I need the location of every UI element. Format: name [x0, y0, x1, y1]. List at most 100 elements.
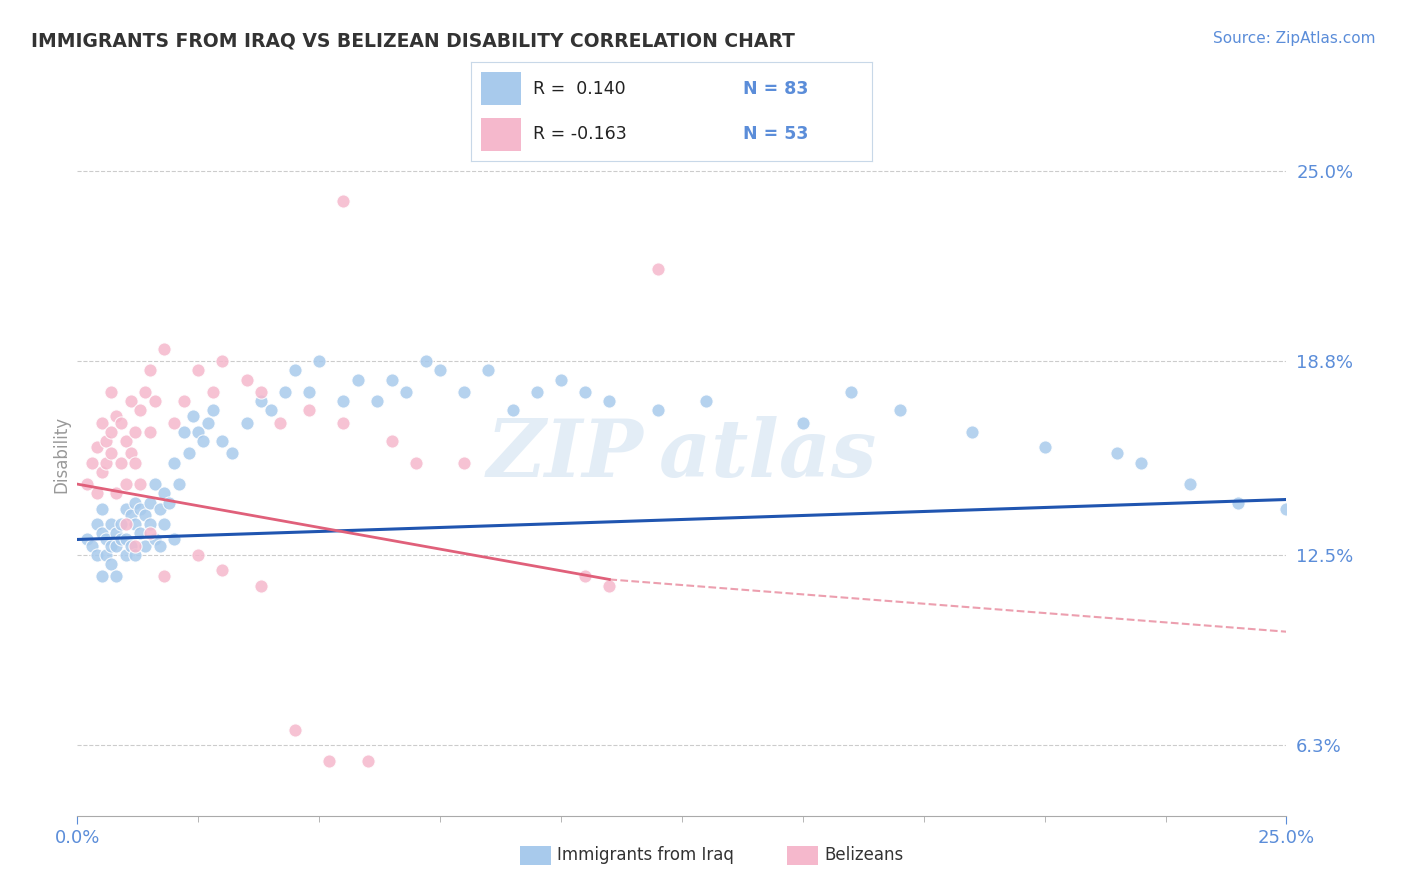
Point	[96, 533, 118, 547]
Point	[148, 539, 170, 553]
Point	[453, 384, 475, 399]
Point	[105, 569, 128, 583]
FancyBboxPatch shape	[481, 119, 522, 151]
Point	[250, 578, 273, 592]
Point	[1227, 495, 1250, 509]
Point	[269, 416, 291, 430]
Point	[191, 434, 214, 448]
Point	[143, 477, 166, 491]
Point	[274, 384, 297, 399]
Point	[139, 495, 162, 509]
Point	[114, 477, 136, 491]
Text: Immigrants from Iraq: Immigrants from Iraq	[557, 847, 734, 864]
Point	[332, 394, 354, 409]
Point	[163, 416, 186, 430]
Point	[100, 517, 122, 532]
Point	[250, 384, 273, 399]
Point	[114, 501, 136, 516]
Point	[1130, 456, 1153, 470]
Point	[153, 342, 176, 356]
Point	[298, 403, 321, 417]
Point	[889, 403, 911, 417]
Point	[173, 425, 195, 439]
Point	[298, 384, 321, 399]
Point	[86, 486, 108, 500]
Point	[80, 456, 103, 470]
Point	[173, 394, 195, 409]
Point	[129, 526, 152, 541]
Point	[235, 373, 257, 387]
Point	[148, 501, 170, 516]
Point	[429, 363, 451, 377]
Point	[90, 416, 112, 430]
Point	[1107, 446, 1129, 460]
Point	[114, 517, 136, 532]
Point	[100, 384, 122, 399]
Point	[284, 363, 307, 377]
Point	[598, 394, 620, 409]
Text: IMMIGRANTS FROM IRAQ VS BELIZEAN DISABILITY CORRELATION CHART: IMMIGRANTS FROM IRAQ VS BELIZEAN DISABIL…	[31, 31, 794, 50]
Point	[129, 403, 152, 417]
Point	[318, 754, 340, 768]
Point	[114, 434, 136, 448]
Point	[76, 533, 98, 547]
Point	[167, 477, 190, 491]
FancyBboxPatch shape	[481, 72, 522, 104]
Point	[90, 569, 112, 583]
Point	[105, 486, 128, 500]
Point	[134, 384, 156, 399]
Point	[502, 403, 524, 417]
Point	[86, 517, 108, 532]
Point	[143, 533, 166, 547]
Point	[120, 508, 142, 522]
Point	[1275, 501, 1298, 516]
Point	[366, 394, 388, 409]
Point	[124, 517, 146, 532]
Text: Source: ZipAtlas.com: Source: ZipAtlas.com	[1212, 31, 1375, 46]
Point	[129, 477, 152, 491]
Point	[134, 539, 156, 553]
Point	[381, 434, 404, 448]
Point	[550, 373, 572, 387]
Point	[211, 563, 233, 577]
Point	[90, 465, 112, 479]
Point	[183, 409, 205, 424]
Point	[134, 508, 156, 522]
Text: Belizeans: Belizeans	[824, 847, 903, 864]
Point	[163, 456, 186, 470]
Point	[110, 416, 132, 430]
Point	[124, 456, 146, 470]
Point	[453, 456, 475, 470]
Point	[105, 526, 128, 541]
Point	[477, 363, 499, 377]
Point	[110, 456, 132, 470]
Point	[100, 539, 122, 553]
Point	[356, 754, 378, 768]
Point	[201, 403, 224, 417]
Point	[129, 501, 152, 516]
Point	[139, 363, 162, 377]
Point	[153, 569, 176, 583]
Point	[153, 486, 176, 500]
Point	[332, 416, 354, 430]
Point	[308, 354, 330, 368]
Point	[960, 425, 983, 439]
Point	[100, 425, 122, 439]
Point	[124, 495, 146, 509]
Point	[647, 261, 669, 276]
Point	[395, 384, 418, 399]
Point	[124, 539, 146, 553]
Point	[86, 440, 108, 454]
Point	[96, 434, 118, 448]
Point	[139, 517, 162, 532]
Point	[124, 425, 146, 439]
Text: R = -0.163: R = -0.163	[533, 125, 627, 143]
Point	[139, 526, 162, 541]
Point	[100, 557, 122, 571]
Point	[90, 526, 112, 541]
Point	[211, 354, 233, 368]
Point	[332, 194, 354, 209]
Point	[211, 434, 233, 448]
Point	[526, 384, 548, 399]
Point	[157, 495, 180, 509]
